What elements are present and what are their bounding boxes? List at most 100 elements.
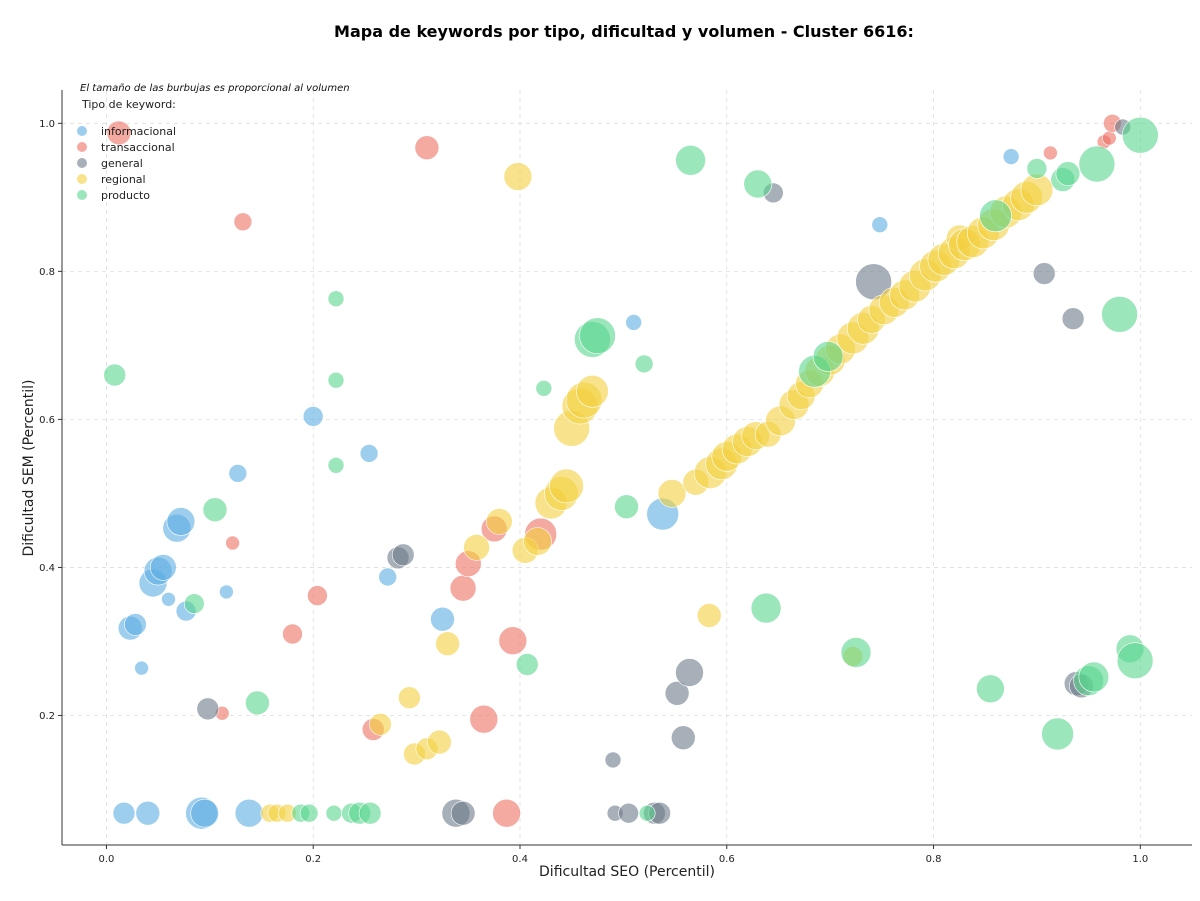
bubble-transaccional <box>233 212 253 232</box>
bubble-informacional <box>625 314 643 331</box>
bubble-producto <box>614 494 639 520</box>
chart-title: Mapa de keywords por tipo, dificultad y … <box>334 22 914 41</box>
bubble-informacional <box>302 406 324 427</box>
bubble-informacional <box>124 613 147 636</box>
legend-marker-informacional <box>77 126 87 136</box>
bubble-transaccional <box>449 574 477 602</box>
bubble-regional <box>427 729 452 755</box>
bubble-transaccional <box>307 585 328 606</box>
bubble-regional <box>576 374 609 408</box>
bubble-informacional <box>359 444 379 463</box>
bubble-regional <box>398 686 421 710</box>
bubble-transaccional <box>106 120 132 146</box>
x-tick-label: 0.4 <box>512 854 528 865</box>
y-axis-label: Dificultad SEM (Percentil) <box>21 380 37 557</box>
legend-marker-transaccional <box>77 142 87 152</box>
bubble-transaccional <box>1102 130 1117 146</box>
series-regional <box>260 162 1054 823</box>
bubble-informacional <box>228 464 248 483</box>
bubble-producto <box>1078 661 1110 693</box>
x-tick-label: 1.0 <box>1132 854 1148 865</box>
bubble-regional <box>696 603 722 628</box>
y-tick-label: 0.2 <box>39 711 55 722</box>
bubble-regional <box>463 534 490 561</box>
bubble-regional <box>485 508 513 535</box>
bubble-informacional <box>134 660 149 676</box>
x-tick-label: 0.0 <box>99 854 115 865</box>
y-tick-label: 0.6 <box>39 415 55 426</box>
legend-marker-regional <box>77 174 87 184</box>
bubble-size-note: El tamaño de las burbujas es proporciona… <box>80 83 350 94</box>
bubble-informacional <box>190 798 219 828</box>
x-axis-label: Dificultad SEO (Percentil) <box>539 864 715 880</box>
x-tick-label: 0.2 <box>305 854 321 865</box>
bubble-transaccional <box>492 798 521 828</box>
bubble-producto <box>1041 717 1074 751</box>
bubble-regional <box>435 631 460 657</box>
bubble-producto <box>299 803 319 823</box>
y-tick-label: 0.4 <box>39 563 55 574</box>
bubble-producto <box>103 363 126 387</box>
bubble-transaccional <box>225 535 240 551</box>
bubble-producto <box>638 804 656 822</box>
bubble-general <box>196 697 220 721</box>
bubble-producto <box>184 593 205 615</box>
bubble-producto <box>535 379 553 397</box>
bubble-general <box>450 800 476 826</box>
bubble-informacional <box>1002 148 1020 165</box>
bubble-producto <box>325 804 343 822</box>
bubble-informacional <box>430 606 455 632</box>
bubble-transaccional <box>282 623 303 645</box>
legend-title: Tipo de keyword: <box>81 98 176 111</box>
legend-label-producto: producto <box>101 189 150 202</box>
bubble-producto <box>515 653 539 676</box>
data-points <box>103 114 1159 830</box>
bubble-producto <box>840 637 872 668</box>
bubble-general <box>675 658 704 687</box>
legend-marker-producto <box>77 190 87 200</box>
bubble-general <box>618 802 639 824</box>
bubble-transaccional <box>469 704 499 734</box>
bubble-regional <box>549 468 584 504</box>
legend-label-regional: regional <box>101 173 146 186</box>
bubble-producto <box>358 801 382 825</box>
bubble-informacional <box>234 798 264 828</box>
bubble-producto <box>750 592 782 624</box>
y-tick-label: 0.8 <box>39 267 55 278</box>
bubble-informacional <box>112 801 136 825</box>
bubble-producto <box>1078 145 1116 183</box>
tick-labels: 0.0 0.2 0.4 0.6 0.8 1.0 0.2 0.4 0.6 0.8 1.0 <box>39 119 1148 865</box>
bubble-producto <box>245 690 270 716</box>
bubble-informacional <box>166 507 196 536</box>
bubble-producto <box>1122 116 1159 154</box>
series-transaccional <box>106 114 1122 828</box>
legend-label-informacional: informacional <box>101 125 176 138</box>
bubble-transaccional <box>1043 145 1058 161</box>
bubble-general <box>1061 307 1085 331</box>
bubble-transaccional <box>498 626 528 656</box>
bubble-general <box>670 725 696 751</box>
bubble-producto <box>1026 158 1048 179</box>
series-producto <box>103 116 1159 825</box>
bubble-producto <box>675 145 706 176</box>
bubble-regional <box>523 527 552 556</box>
bubble-informacional <box>871 216 889 233</box>
bubble-producto <box>1116 642 1154 680</box>
bubble-informacional <box>135 800 161 826</box>
x-tick-label: 0.6 <box>719 854 735 865</box>
bubble-regional <box>657 479 687 508</box>
bubble-regional <box>503 162 533 191</box>
bubble-general <box>664 680 690 706</box>
y-tick-label: 1.0 <box>39 119 55 130</box>
bubble-producto <box>979 199 1012 233</box>
bubble-general <box>1032 262 1056 285</box>
x-tick-label: 0.8 <box>926 854 942 865</box>
bubble-transaccional <box>414 135 440 160</box>
series-informacional <box>112 148 1020 830</box>
bubble-producto <box>327 290 345 308</box>
legend: Tipo de keyword: informacional transaccio… <box>77 98 176 202</box>
bubble-producto <box>1101 295 1138 333</box>
bubble-producto <box>579 317 616 355</box>
legend-label-general: general <box>101 157 143 170</box>
